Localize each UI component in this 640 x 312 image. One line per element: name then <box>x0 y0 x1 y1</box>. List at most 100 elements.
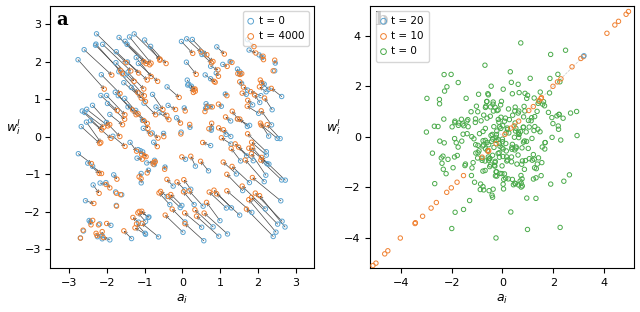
t = 0 <box>508 113 518 118</box>
t = 0 <box>531 166 541 171</box>
t = 10 <box>610 22 620 27</box>
t = 4000 <box>189 207 200 212</box>
t = 4000 <box>230 141 240 146</box>
t = 0 <box>227 205 237 210</box>
t = 0 <box>532 109 542 114</box>
t = 0 <box>506 159 516 164</box>
t = 10 <box>349 282 359 287</box>
t = 0 <box>489 124 499 129</box>
t = 0 <box>536 173 546 178</box>
t = 0 <box>111 60 121 65</box>
t = 0 <box>472 109 483 114</box>
t = 0 <box>514 132 524 137</box>
t = 4000 <box>175 121 186 126</box>
t = 4000 <box>259 95 269 100</box>
t = 0 <box>200 72 211 77</box>
t = 0 <box>547 135 557 140</box>
t = 0 <box>495 124 505 129</box>
t = 4000 <box>153 136 163 141</box>
t = 4000 <box>130 225 140 230</box>
t = 0 <box>272 136 282 141</box>
t = 0 <box>465 198 475 203</box>
t = 4000 <box>220 51 230 56</box>
t = 0 <box>526 118 536 123</box>
t = 0 <box>522 96 532 101</box>
t = 0 <box>506 154 516 159</box>
t = 0 <box>492 108 502 113</box>
t = 0 <box>116 192 127 197</box>
t = 4000 <box>107 73 117 78</box>
t = 4000 <box>106 136 116 141</box>
t = 4000 <box>216 135 227 140</box>
t = 0 <box>154 110 164 115</box>
t = 0 <box>534 99 544 104</box>
t = 0 <box>204 168 214 173</box>
t = 0 <box>88 183 99 188</box>
t = 0 <box>237 188 248 193</box>
t = 0 <box>147 130 157 135</box>
t = 4000 <box>179 210 189 215</box>
t = 0 <box>261 149 271 154</box>
t = 0 <box>96 72 106 77</box>
t = 4000 <box>127 107 138 112</box>
t = 0 <box>474 131 484 136</box>
t = 0 <box>538 102 548 107</box>
t = 0 <box>269 68 280 73</box>
t = 0 <box>502 158 513 163</box>
t = 0 <box>497 171 507 176</box>
t = 0 <box>435 139 445 144</box>
t = 0 <box>508 182 518 187</box>
t = 0 <box>123 70 133 75</box>
t = 0 <box>122 42 132 47</box>
t = 4000 <box>241 207 252 212</box>
t = 0 <box>111 189 121 194</box>
t = 0 <box>535 90 545 95</box>
t = 4000 <box>145 131 156 136</box>
t = 0 <box>509 147 520 152</box>
t = 0 <box>232 66 243 71</box>
t = 0 <box>180 219 190 224</box>
t = 0 <box>545 52 556 57</box>
t = 0 <box>446 72 456 77</box>
t = 4000 <box>234 144 244 149</box>
t = 0 <box>469 136 479 141</box>
t = 0 <box>491 236 501 241</box>
t = 0 <box>513 135 524 140</box>
t = 0 <box>138 149 148 154</box>
t = 10 <box>484 148 494 153</box>
t = 0 <box>449 154 460 159</box>
t = 4000 <box>198 140 208 145</box>
t = 0 <box>110 90 120 95</box>
t = 0 <box>280 178 291 183</box>
t = 0 <box>488 187 499 192</box>
t = 4000 <box>140 93 150 98</box>
t = 0 <box>164 202 175 207</box>
t = 0 <box>422 96 432 101</box>
t = 4000 <box>139 59 149 64</box>
t = 10 <box>383 248 393 253</box>
t = 0 <box>508 142 518 147</box>
t = 0 <box>490 163 500 168</box>
t = 4000 <box>91 231 101 236</box>
t = 0 <box>149 162 159 167</box>
t = 0 <box>271 230 281 235</box>
t = 4000 <box>152 79 163 84</box>
t = 0 <box>136 180 147 185</box>
t = 0 <box>436 155 447 160</box>
t = 0 <box>226 134 236 139</box>
t = 10 <box>506 126 516 131</box>
t = 4000 <box>112 177 122 182</box>
t = 4000 <box>208 59 218 64</box>
t = 0 <box>470 120 481 125</box>
t = 0 <box>500 141 511 146</box>
t = 4000 <box>97 127 107 132</box>
t = 10 <box>602 31 612 36</box>
t = 0 <box>215 218 225 223</box>
t = 4000 <box>134 174 144 179</box>
t = 0 <box>498 154 508 159</box>
t = 4000 <box>137 157 147 162</box>
t = 0 <box>524 118 534 123</box>
t = 0 <box>486 133 496 138</box>
t = 0 <box>182 36 192 41</box>
t = 0 <box>474 92 484 97</box>
